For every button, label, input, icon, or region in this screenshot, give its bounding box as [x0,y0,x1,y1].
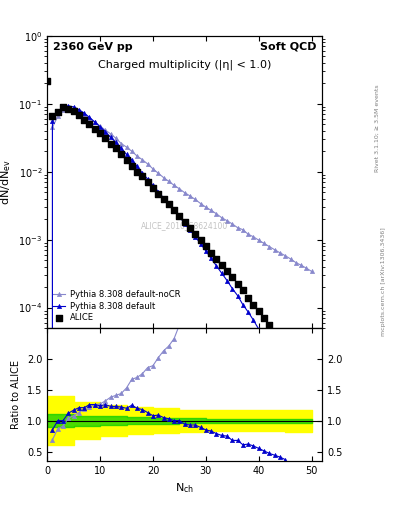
Pythia 8.308 default [241,302,245,308]
ALICE [134,167,140,176]
ALICE [282,342,288,350]
ALICE [76,111,82,119]
ALICE [108,139,114,147]
Text: Soft QCD: Soft QCD [260,41,317,52]
Pythia 8.308 default-noCR [309,268,314,274]
Text: ALICE_2010_S8624100: ALICE_2010_S8624100 [141,221,228,230]
Line: Pythia 8.308 default: Pythia 8.308 default [45,104,314,512]
ALICE [129,162,135,170]
Pythia 8.308 default [135,163,140,169]
Line: Pythia 8.308 default-noCR: Pythia 8.308 default-noCR [45,106,314,512]
ALICE [60,103,66,111]
ALICE [81,116,87,124]
ALICE [86,120,93,129]
ALICE [235,280,241,288]
ALICE [97,129,103,137]
ALICE [145,178,151,186]
Pythia 8.308 default [304,411,309,417]
Pythia 8.308 default [225,278,230,284]
ALICE [261,314,267,322]
X-axis label: N$_{\rm ch}$: N$_{\rm ch}$ [175,481,194,495]
ALICE [213,255,220,263]
ALICE [240,286,246,294]
ALICE [219,261,225,269]
Pythia 8.308 default-noCR [129,148,134,154]
ALICE [182,218,188,226]
Text: Charged multiplicity (|η| < 1.0): Charged multiplicity (|η| < 1.0) [98,59,272,70]
ALICE [266,321,272,329]
Pythia 8.308 default-noCR [225,218,230,224]
Pythia 8.308 default [66,103,71,109]
ALICE [139,173,145,181]
ALICE [171,206,177,215]
ALICE [272,328,278,336]
ALICE [203,242,209,250]
Pythia 8.308 default-noCR [66,105,71,111]
ALICE [166,200,172,208]
ALICE [229,273,235,281]
ALICE [118,150,124,158]
Pythia 8.308 default [108,134,113,140]
Y-axis label: Ratio to ALICE: Ratio to ALICE [11,360,21,429]
Pythia 8.308 default-noCR [241,227,245,233]
ALICE [123,156,130,164]
ALICE [113,144,119,153]
Y-axis label: dN/dN$_{\rm ev}$: dN/dN$_{\rm ev}$ [0,159,13,205]
ALICE [250,301,257,309]
ALICE [49,112,55,120]
Text: Rivet 3.1.10; ≥ 3.5M events: Rivet 3.1.10; ≥ 3.5M events [375,84,380,172]
ALICE [224,267,230,275]
ALICE [155,190,162,198]
ALICE [255,307,262,315]
Pythia 8.308 default-noCR [304,265,309,271]
ALICE [102,134,108,142]
Pythia 8.308 default [309,421,314,428]
ALICE [160,196,167,204]
Text: mcplots.cern.ch [arXiv:1306.3436]: mcplots.cern.ch [arXiv:1306.3436] [381,227,386,336]
ALICE [187,224,193,232]
Text: 2360 GeV pp: 2360 GeV pp [53,41,132,52]
ALICE [92,124,98,133]
ALICE [44,76,50,84]
ALICE [245,293,252,302]
ALICE [70,108,77,116]
ALICE [277,335,283,344]
ALICE [65,105,72,113]
Legend: Pythia 8.308 default-noCR, Pythia 8.308 default, ALICE: Pythia 8.308 default-noCR, Pythia 8.308 … [50,287,184,326]
ALICE [208,249,214,257]
ALICE [55,108,61,116]
Pythia 8.308 default-noCR [135,153,140,159]
ALICE [176,212,183,221]
ALICE [192,230,198,239]
Pythia 8.308 default [129,157,134,163]
ALICE [150,184,156,192]
Pythia 8.308 default-noCR [108,131,113,137]
ALICE [197,236,204,244]
